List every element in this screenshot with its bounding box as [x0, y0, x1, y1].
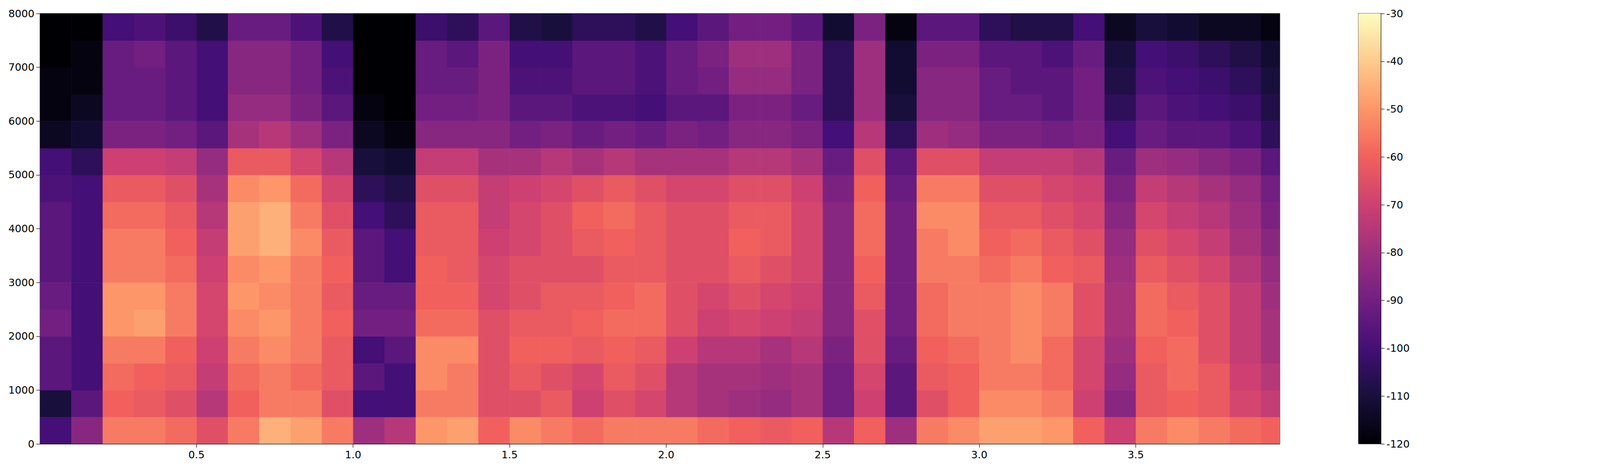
svg-text:2.5: 2.5	[814, 449, 831, 461]
svg-text:0: 0	[27, 438, 35, 451]
svg-text:-30: -30	[1386, 7, 1404, 20]
svg-text:-90: -90	[1386, 294, 1404, 307]
svg-text:2000: 2000	[8, 330, 35, 343]
svg-text:-110: -110	[1386, 390, 1410, 403]
svg-text:8000: 8000	[8, 7, 35, 20]
svg-text:6000: 6000	[8, 115, 35, 128]
svg-text:-70: -70	[1386, 199, 1404, 211]
svg-text:5000: 5000	[8, 168, 35, 181]
svg-text:-60: -60	[1386, 151, 1404, 163]
svg-text:-100: -100	[1386, 342, 1410, 355]
svg-text:0.5: 0.5	[188, 449, 205, 461]
svg-text:2.0: 2.0	[658, 449, 675, 461]
svg-text:1.0: 1.0	[344, 449, 362, 461]
svg-text:7000: 7000	[8, 61, 35, 74]
svg-text:4000: 4000	[8, 222, 35, 235]
svg-text:-120: -120	[1386, 438, 1410, 451]
svg-text:-50: -50	[1386, 103, 1404, 115]
svg-text:1.5: 1.5	[501, 449, 518, 461]
svg-text:3.0: 3.0	[971, 449, 988, 461]
svg-text:3.5: 3.5	[1127, 449, 1144, 461]
svg-text:-40: -40	[1386, 55, 1404, 68]
svg-text:-80: -80	[1386, 246, 1404, 259]
svg-text:3000: 3000	[8, 276, 35, 289]
svg-text:1000: 1000	[8, 384, 35, 397]
